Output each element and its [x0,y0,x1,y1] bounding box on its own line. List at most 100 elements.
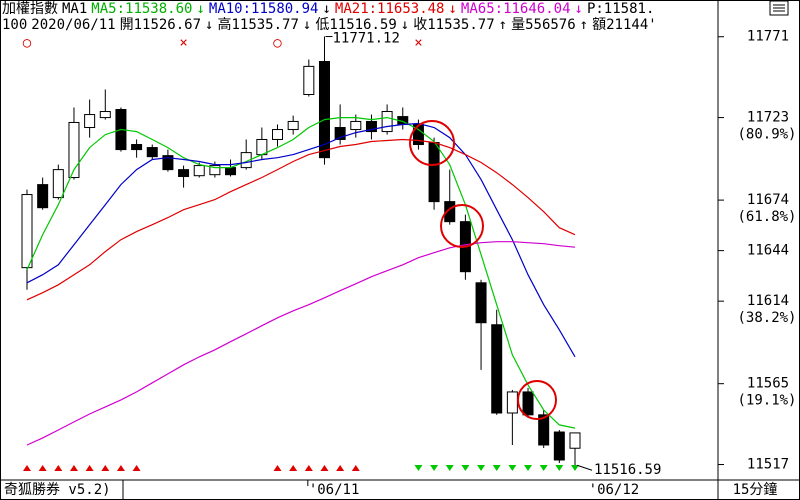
y-tick-label: 11644 [747,243,789,259]
header-item: ↓ [400,17,410,33]
ma-line [26,138,576,301]
x-tick-label: '06/11 [309,482,360,498]
signal-buy [273,465,282,471]
candle-body [225,167,237,176]
header-item: MA10:11580.94 [208,1,319,17]
top-mark: ○ [273,35,282,51]
candle-body [162,155,174,171]
candle-body [37,184,49,209]
candle-body [287,120,299,131]
signal-sell [477,465,486,471]
top-mark: × [179,35,187,51]
annotation: 11516.59 [594,462,661,478]
header-item: ↓ [322,1,331,17]
header-item: ↓ [448,1,457,17]
header-line: 100 2020/06/11 開11526.67 ↓ 高11535.77 ↓ 低11516.… [2,17,716,33]
header-item: ↓ [302,17,312,33]
candle-body [491,324,503,414]
header-item: P:11581. [586,1,655,17]
y-tick-label: 11614 [747,293,789,309]
highlight-circles [409,120,557,420]
header-item: MA1 [62,1,88,17]
candle-body [334,127,346,140]
candle-body [272,129,284,140]
annotation: 11771.12 [332,31,399,47]
candle-body [303,65,315,96]
highlight-circle [440,204,484,248]
header-item: 額21144' [592,17,657,33]
top-mark: ○ [23,35,32,51]
candle-body [522,391,534,416]
header-item: MA5:11538.60 [91,1,193,17]
x-tick-label: '06/12 [589,482,640,498]
retracement-label: (80.9%) [737,127,796,143]
signal-buy [23,465,31,471]
y-tick-label: 11517 [747,457,789,473]
highlight-circle [409,120,455,166]
retracement-label: (19.1%) [737,393,796,409]
candle-body [428,142,440,203]
header-item: 高11535.77 [217,17,299,33]
signal-buy [38,465,47,471]
candle-body [553,431,565,461]
candle-body [350,120,362,131]
candle-body [444,201,456,223]
retracement-label: (38.2%) [737,310,796,326]
signal-sell [461,465,470,471]
candle-body [381,111,393,133]
annotation-leader [576,464,593,471]
y-tick-label: 11565 [747,376,789,392]
header-item: ↓ [205,17,214,33]
signal-buy [320,465,329,471]
candle-body [538,414,550,446]
ma-line [26,241,576,446]
candle-body [256,138,268,156]
signal-buy [54,465,63,471]
period: 15分鐘 [733,481,778,498]
retracement-label: (61.8%) [737,209,796,225]
signal-sell [414,465,423,471]
signal-sell [492,465,501,471]
signal-buy [304,465,313,471]
candle-body [240,152,252,169]
candle-body [318,60,330,159]
signal-buy [69,465,78,471]
highlight-circle [517,380,557,420]
signal-sell [570,465,579,471]
top-mark: × [414,35,422,51]
y-tick-label: 11674 [747,192,789,208]
signal-sell [445,465,454,471]
signal-sell [508,465,517,471]
ma-line [26,122,576,358]
header-item: 2020/06/11 [31,17,116,33]
header-item: 量556576 [511,17,576,33]
candle-body [365,120,377,133]
candle-body [99,111,111,119]
signal-buy [289,465,298,471]
header-item: ↓ [196,1,205,17]
header-line: 加權指數 MA1 MA5:11538.60 ↓ MA10:11580.94 ↓ MA21:1… [2,1,716,17]
candle-body [569,432,581,449]
signal-buy [132,465,141,471]
header-item: MA65:11646.04 [460,1,571,17]
candle-body [475,282,487,324]
candle-body [178,169,190,178]
y-tick-label: 11723 [747,110,789,126]
header-item: 收11535.77 [413,17,495,33]
candle-body [506,391,518,414]
ma-line [26,116,576,429]
candle-body [68,121,80,179]
header-item: ↑ [498,17,508,33]
candle-body [209,165,221,176]
signal-sell [539,465,548,471]
candle-body [21,194,33,269]
header-item: 加權指數 [2,1,58,17]
signal-sell [555,465,564,471]
app-name: 奇狐勝券 v5.2) [4,481,111,498]
signal-buy [336,465,345,471]
signal-buy [351,465,360,471]
header-item: 100 [2,17,28,33]
signal-buy [101,465,110,471]
